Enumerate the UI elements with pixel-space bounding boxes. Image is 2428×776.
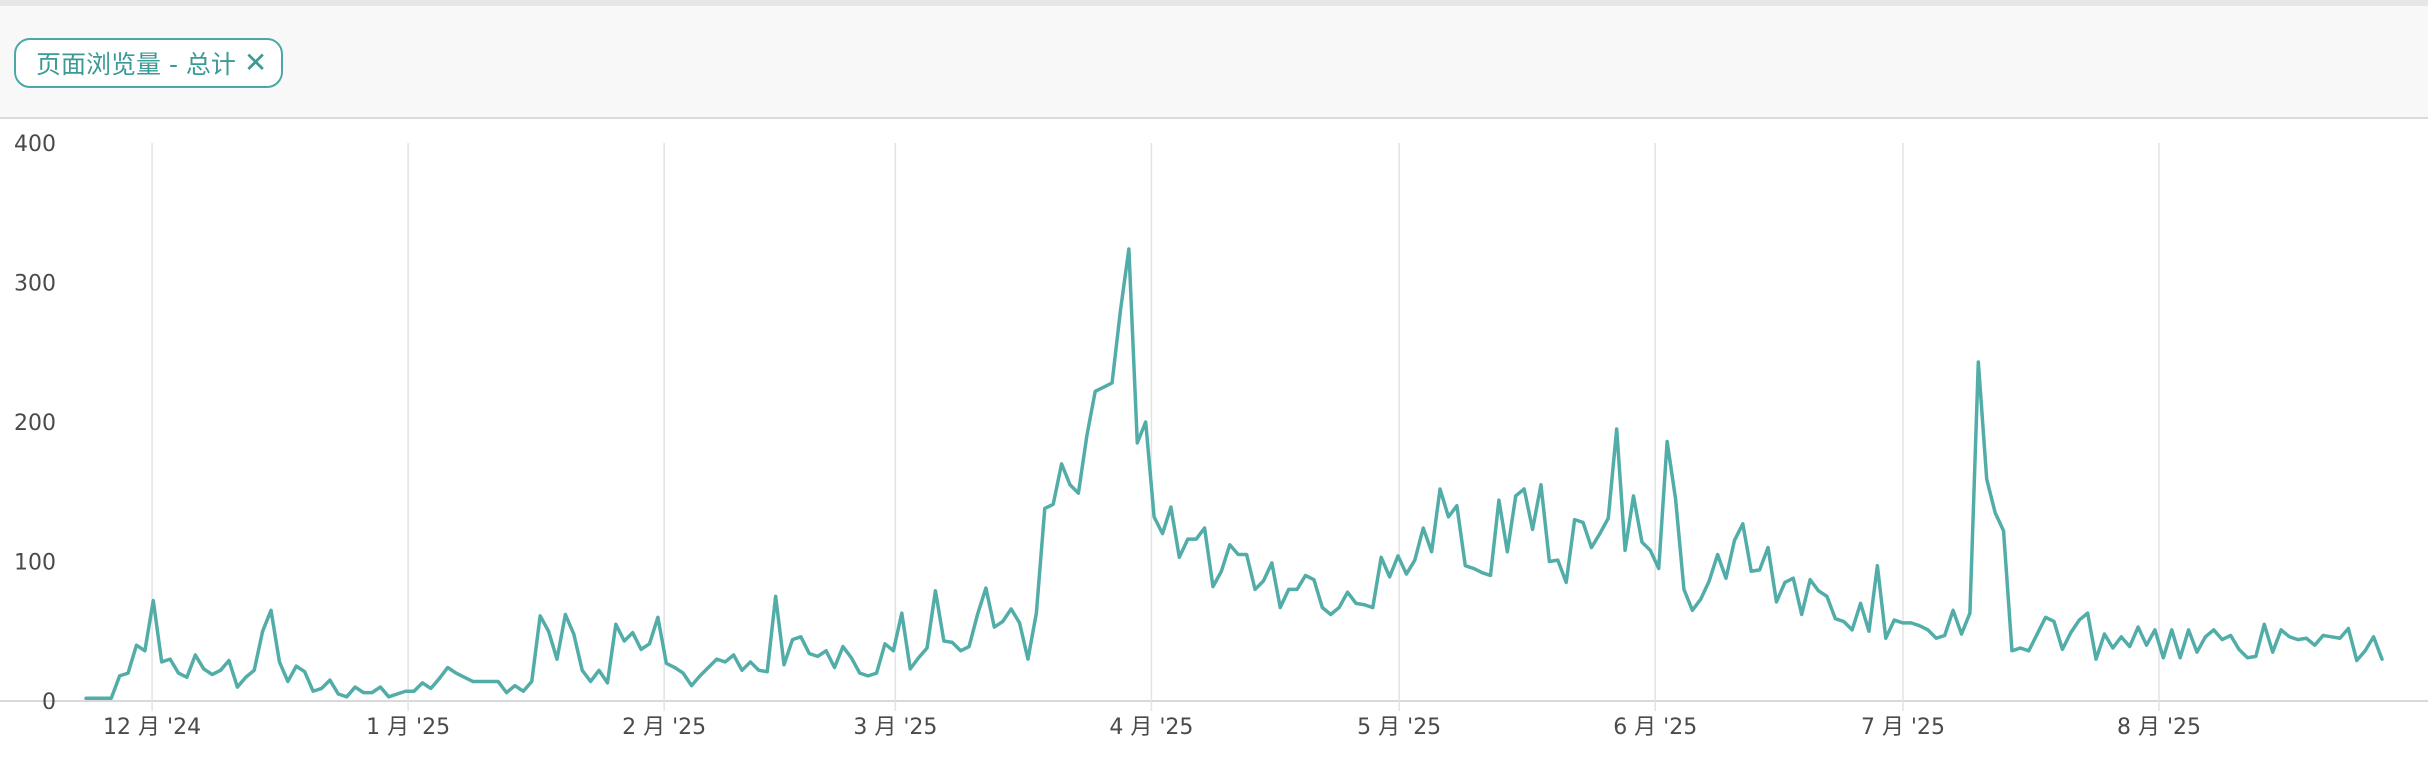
x-tick-label: 3 月 '25 <box>853 715 937 740</box>
x-tick-label: 2 月 '25 <box>622 715 706 740</box>
y-tick-label: 100 <box>14 551 56 576</box>
y-tick-label: 400 <box>14 132 56 157</box>
series-line-pageviews <box>84 247 2384 700</box>
x-tick-label: 1 月 '25 <box>366 715 450 740</box>
x-tick-label: 5 月 '25 <box>1357 715 1441 740</box>
x-tick-label: 4 月 '25 <box>1109 715 1193 740</box>
x-tick-label: 12 月 '24 <box>103 715 201 740</box>
close-icon[interactable]: ✕ <box>243 46 268 79</box>
y-tick-label: 0 <box>42 690 56 715</box>
filter-bar: 页面浏览量 - 总计 ✕ <box>0 6 2428 119</box>
x-tick-label: 8 月 '25 <box>2117 715 2201 740</box>
line-chart: 0 100 200 300 400 12 月 '24 1 月 '25 2 月 '25 3 月 … <box>0 132 2428 740</box>
pageviews-chart: 0 100 200 300 400 12 月 '24 1 月 '25 2 月 '25 3 月 … <box>0 125 2428 772</box>
x-axis: 12 月 '24 1 月 '25 2 月 '25 3 月 '25 4 月 '25 5 月 … <box>103 715 2201 740</box>
x-tick-label: 7 月 '25 <box>1861 715 1945 740</box>
metric-filter-chip[interactable]: 页面浏览量 - 总计 ✕ <box>14 38 284 88</box>
x-tick-label: 6 月 '25 <box>1613 715 1697 740</box>
top-divider <box>0 0 2428 6</box>
metric-filter-label: 页面浏览量 - 总计 <box>36 50 236 79</box>
grid-lines <box>0 143 2428 711</box>
y-axis: 0 100 200 300 400 <box>14 132 56 715</box>
y-tick-label: 200 <box>14 411 56 436</box>
y-tick-label: 300 <box>14 272 56 297</box>
